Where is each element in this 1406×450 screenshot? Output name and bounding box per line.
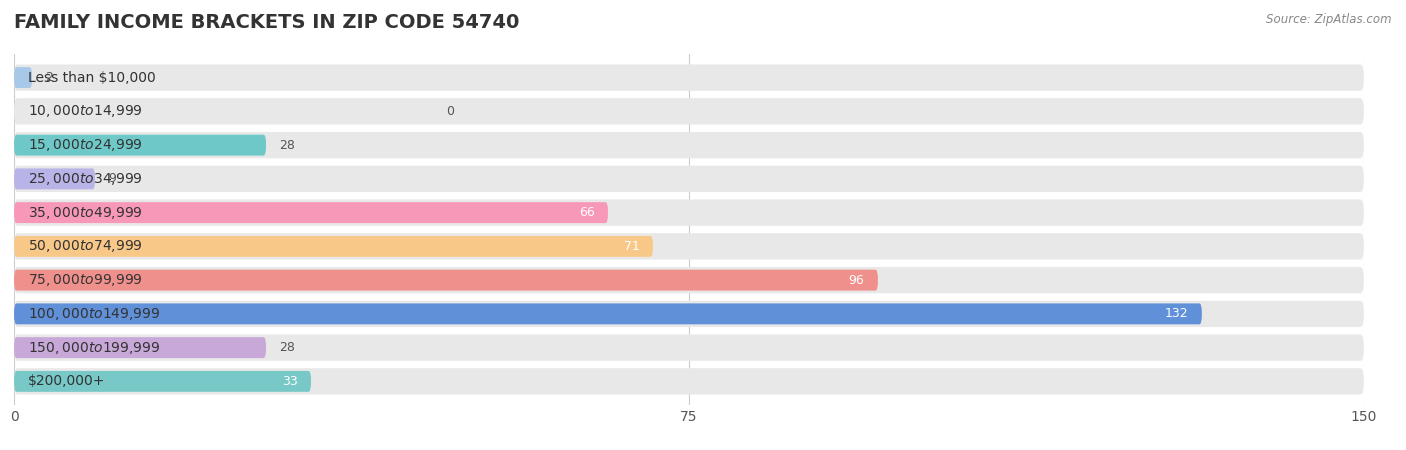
- Text: 96: 96: [849, 274, 865, 287]
- FancyBboxPatch shape: [14, 236, 652, 257]
- FancyBboxPatch shape: [14, 64, 1364, 91]
- FancyBboxPatch shape: [14, 202, 607, 223]
- Text: 132: 132: [1164, 307, 1188, 320]
- Text: $50,000 to $74,999: $50,000 to $74,999: [28, 238, 142, 254]
- FancyBboxPatch shape: [14, 168, 96, 189]
- Text: $10,000 to $14,999: $10,000 to $14,999: [28, 104, 142, 119]
- FancyBboxPatch shape: [14, 67, 32, 88]
- Text: 0: 0: [446, 105, 454, 118]
- Text: $35,000 to $49,999: $35,000 to $49,999: [28, 205, 142, 220]
- Text: $15,000 to $24,999: $15,000 to $24,999: [28, 137, 142, 153]
- FancyBboxPatch shape: [14, 270, 877, 291]
- Text: Source: ZipAtlas.com: Source: ZipAtlas.com: [1267, 14, 1392, 27]
- Text: $25,000 to $34,999: $25,000 to $34,999: [28, 171, 142, 187]
- FancyBboxPatch shape: [14, 334, 1364, 361]
- FancyBboxPatch shape: [14, 135, 266, 156]
- Text: 71: 71: [624, 240, 640, 253]
- Text: 28: 28: [280, 139, 295, 152]
- Text: 2: 2: [45, 71, 53, 84]
- Text: 33: 33: [281, 375, 298, 388]
- FancyBboxPatch shape: [14, 267, 1364, 293]
- FancyBboxPatch shape: [14, 98, 1364, 125]
- Text: FAMILY INCOME BRACKETS IN ZIP CODE 54740: FAMILY INCOME BRACKETS IN ZIP CODE 54740: [14, 14, 519, 32]
- Text: $200,000+: $200,000+: [28, 374, 105, 388]
- FancyBboxPatch shape: [14, 371, 311, 392]
- FancyBboxPatch shape: [14, 303, 1202, 324]
- FancyBboxPatch shape: [14, 166, 1364, 192]
- FancyBboxPatch shape: [14, 301, 1364, 327]
- Text: $100,000 to $149,999: $100,000 to $149,999: [28, 306, 160, 322]
- FancyBboxPatch shape: [14, 199, 1364, 226]
- Text: 28: 28: [280, 341, 295, 354]
- Text: $150,000 to $199,999: $150,000 to $199,999: [28, 340, 160, 356]
- FancyBboxPatch shape: [14, 337, 266, 358]
- Text: Less than $10,000: Less than $10,000: [28, 71, 155, 85]
- Text: 66: 66: [579, 206, 595, 219]
- Text: 9: 9: [108, 172, 117, 185]
- FancyBboxPatch shape: [14, 368, 1364, 395]
- FancyBboxPatch shape: [14, 233, 1364, 260]
- Text: $75,000 to $99,999: $75,000 to $99,999: [28, 272, 142, 288]
- FancyBboxPatch shape: [14, 132, 1364, 158]
